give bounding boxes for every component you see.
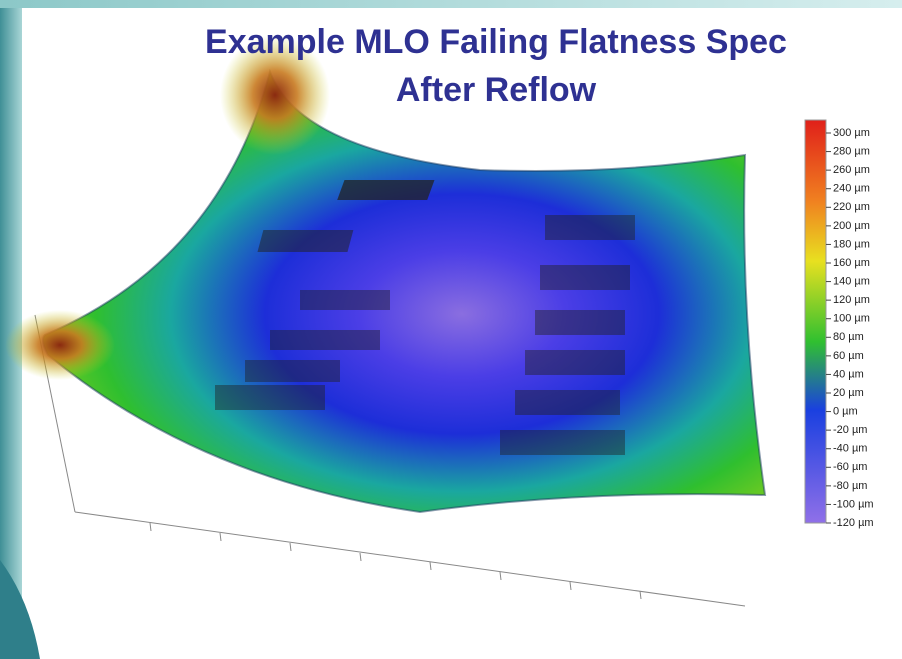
colorbar-label: 120 µm: [833, 294, 870, 306]
colorbar-label: -40 µm: [833, 443, 867, 455]
colorbar-label: 40 µm: [833, 368, 864, 380]
colorbar-label: -120 µm: [833, 517, 874, 529]
colorbar: [804, 119, 827, 524]
colorbar-label: -60 µm: [833, 461, 867, 473]
colorbar-label: 180 µm: [833, 238, 870, 250]
colorbar-label: 100 µm: [833, 313, 870, 325]
colorbar-labels: 300 µm 280 µm 260 µm 240 µm 220 µm 200 µm 180 …: [826, 127, 874, 529]
frame-corner: [0, 560, 40, 659]
colorbar-label: 60 µm: [833, 350, 864, 362]
colorbar-label: 0 µm: [833, 405, 858, 417]
frame-top: [0, 0, 902, 8]
colorbar-label: 200 µm: [833, 220, 870, 232]
colorbar-label: 140 µm: [833, 275, 870, 287]
title: After Reflow: [396, 71, 597, 109]
surface-high-corner: [5, 310, 115, 380]
colorbar-label: 280 µm: [833, 145, 870, 157]
surface-high-corner: [220, 35, 330, 155]
colorbar-label: -100 µm: [833, 498, 874, 510]
colorbar-label: 240 µm: [833, 183, 870, 195]
colorbar-label: 260 µm: [833, 164, 870, 176]
colorbar-label: 300 µm: [833, 127, 870, 139]
colorbar-label: -80 µm: [833, 480, 867, 492]
colorbar-label: 80 µm: [833, 331, 864, 343]
colorbar-label: -20 µm: [833, 424, 867, 436]
title: Example MLO Failing Flatness Spec: [205, 23, 787, 61]
pad-arrays: [215, 180, 635, 455]
colorbar-label: 20 µm: [833, 387, 864, 399]
colorbar-label: 160 µm: [833, 257, 870, 269]
surface-plot: [43, 72, 766, 512]
colorbar-label: 220 µm: [833, 201, 870, 213]
